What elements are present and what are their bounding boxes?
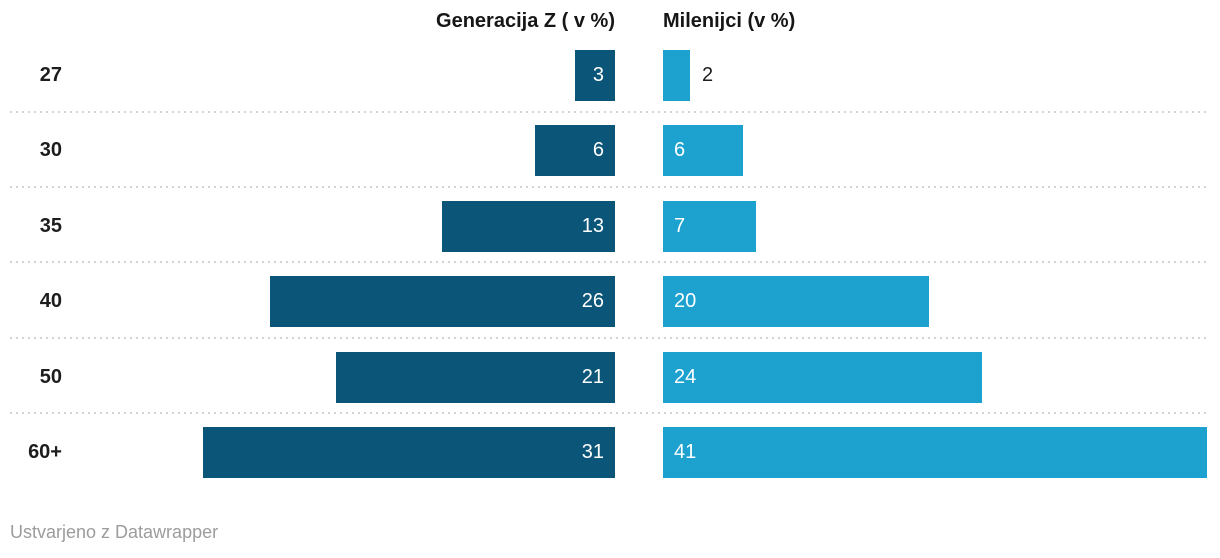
datawrapper-credit-link[interactable]: Ustvarjeno z Datawrapper — [10, 522, 219, 542]
value-label-milenijci-35: 7 — [674, 214, 686, 237]
bar-milenijci-27 — [663, 50, 690, 101]
category-label-60plus: 60+ — [28, 441, 62, 463]
row-separator — [10, 110, 1208, 113]
bar-generacija-z-30: 6 — [535, 125, 615, 177]
value-label-generacija-z-35: 13 — [581, 214, 604, 237]
category-label-27: 27 — [39, 64, 62, 86]
category-label-35: 35 — [39, 214, 62, 237]
bar-milenijci-35: 7 — [663, 200, 756, 252]
value-label-milenijci-60plus: 41 — [674, 441, 697, 463]
value-label-generacija-z-50: 21 — [581, 365, 604, 388]
bar-generacija-z-40: 26 — [270, 276, 615, 328]
column-header-generacija-z: Generacija Z ( v %) — [436, 10, 615, 32]
row-separator — [10, 185, 1208, 188]
bar-generacija-z-27: 3 — [575, 50, 615, 101]
bar-milenijci-50: 24 — [663, 351, 982, 403]
row-separator — [10, 261, 1208, 264]
value-label-generacija-z-60plus: 31 — [581, 441, 604, 463]
value-label-milenijci-40: 20 — [674, 290, 697, 313]
bar-milenijci-60plus: 41 — [663, 427, 1207, 478]
value-label-milenijci-30: 6 — [674, 139, 686, 162]
category-label-50: 50 — [39, 365, 62, 388]
bar-generacija-z-50: 21 — [336, 351, 615, 403]
value-label-milenijci-27: 2 — [702, 64, 714, 86]
category-label-40: 40 — [39, 290, 62, 313]
value-label-generacija-z-27: 3 — [592, 64, 604, 86]
row-separator — [10, 412, 1208, 415]
value-label-generacija-z-30: 6 — [592, 139, 604, 162]
bar-milenijci-30: 6 — [663, 125, 743, 177]
row-separator — [10, 336, 1208, 339]
value-label-generacija-z-40: 26 — [581, 290, 604, 313]
bar-generacija-z-35: 13 — [442, 200, 615, 252]
column-header-milenijci: Milenijci (v %) — [663, 10, 796, 32]
value-label-milenijci-50: 24 — [674, 365, 697, 388]
bar-generacija-z-60plus: 31 — [203, 427, 615, 478]
bar-milenijci-40: 20 — [663, 276, 929, 328]
category-label-30: 30 — [39, 139, 62, 162]
